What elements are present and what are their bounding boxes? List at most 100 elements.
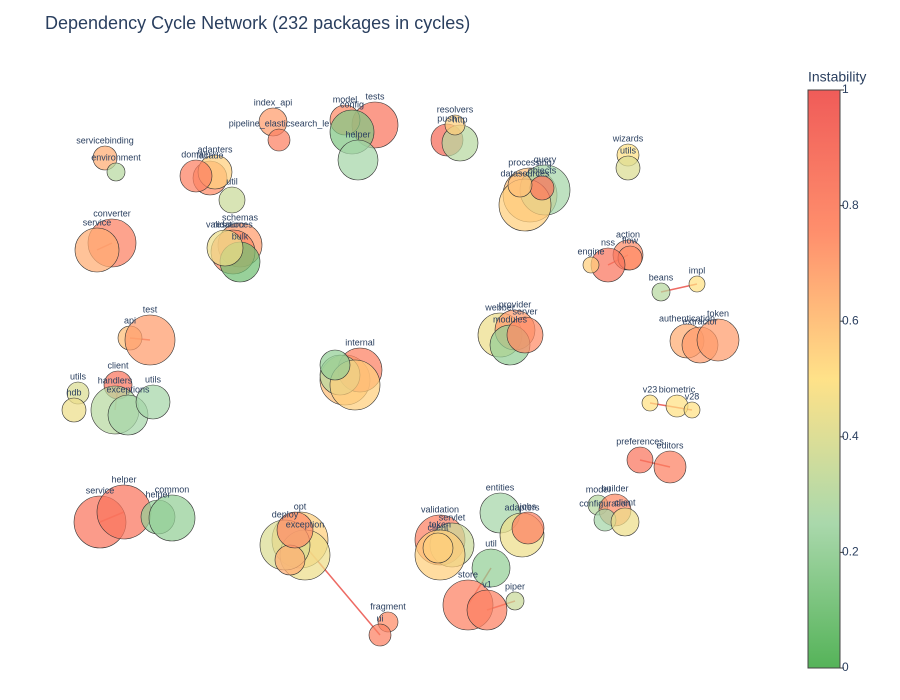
node-label: nss xyxy=(601,237,616,247)
colorbar-tick-label: 0 xyxy=(842,660,849,674)
node-label: domain xyxy=(181,149,211,159)
node-label: provider xyxy=(499,299,532,309)
node-label: entities xyxy=(486,482,515,492)
colorbar-tick-label: 0.2 xyxy=(842,545,859,559)
colorbar xyxy=(807,89,841,669)
node-label: validation xyxy=(206,219,244,229)
node xyxy=(106,162,126,182)
node-label: exceptions xyxy=(106,384,150,394)
node-label: bulk xyxy=(232,231,249,241)
node-label: resources xyxy=(213,219,253,229)
node xyxy=(444,114,466,136)
colorbar-tick-label: 1 xyxy=(842,82,849,96)
node-label: adapters xyxy=(197,144,233,154)
node xyxy=(179,159,213,193)
nodes xyxy=(61,101,740,647)
node-label: adapters xyxy=(504,502,540,512)
node-label: hdb xyxy=(66,387,81,397)
node xyxy=(688,275,706,293)
node xyxy=(274,544,306,576)
node xyxy=(615,155,641,181)
node-label: client xyxy=(107,360,129,370)
node xyxy=(511,511,545,545)
node-label: ui xyxy=(376,613,383,623)
node-label: editors xyxy=(656,440,684,450)
colorbar-axis: 0 0.2 0.4 0.6 0.8 1 xyxy=(840,82,859,674)
node-label: impl xyxy=(689,265,706,275)
node xyxy=(610,507,640,537)
node xyxy=(267,128,291,152)
node-label: service xyxy=(83,217,112,227)
colorbar-tick-label: 0.8 xyxy=(842,198,859,212)
node-label: internal xyxy=(345,337,375,347)
node xyxy=(206,229,244,267)
node-label: objects xyxy=(528,165,557,175)
node-label: exception xyxy=(286,519,325,529)
node xyxy=(319,349,351,381)
node xyxy=(276,511,314,549)
node-label: v1 xyxy=(482,579,492,589)
node-label: tests xyxy=(365,91,385,101)
node-label: schemas xyxy=(222,212,259,222)
node xyxy=(368,623,392,647)
node-label: webber xyxy=(484,302,515,312)
node-label: servicebinding xyxy=(76,135,134,145)
node xyxy=(582,256,600,274)
node xyxy=(92,145,118,171)
node-label: configuration xyxy=(579,498,631,508)
colorbar-title: Instability xyxy=(808,69,866,85)
node-label: helper xyxy=(145,489,170,499)
node-label: pipeline_elasticsearch_le xyxy=(229,118,330,128)
node-label: processing xyxy=(508,157,552,167)
node xyxy=(74,227,120,273)
node xyxy=(641,394,659,412)
node-label: model xyxy=(333,94,358,104)
node-label: utils xyxy=(70,371,87,381)
node-label: biometric xyxy=(659,384,696,394)
node-label: util xyxy=(226,176,238,186)
node-label: push xyxy=(437,113,457,123)
node-label: index_api xyxy=(254,97,293,107)
node-label: utils xyxy=(620,145,637,155)
node-label: query xyxy=(534,154,557,164)
node-label: helper xyxy=(345,129,370,139)
node-label: authentication xyxy=(659,313,715,323)
node xyxy=(683,401,701,419)
node xyxy=(696,318,740,362)
node-label: wizards xyxy=(612,133,644,143)
node xyxy=(506,316,544,354)
node xyxy=(626,446,654,474)
node xyxy=(507,172,533,198)
node-label: opt xyxy=(294,501,307,511)
node-label: modules xyxy=(493,314,528,324)
node-label: v23 xyxy=(643,384,658,394)
node-label: jobs xyxy=(519,501,537,511)
node-label: server xyxy=(512,306,537,316)
node xyxy=(471,548,511,588)
node-label: client xyxy=(614,497,636,507)
colorbar-tick-label: 0.4 xyxy=(842,429,859,443)
edges xyxy=(96,242,698,636)
node-label: store xyxy=(458,569,478,579)
node-labels: servicebindingenvironmentconverterservic… xyxy=(66,91,729,623)
node-label: config xyxy=(340,99,364,109)
node-label: deploy xyxy=(272,509,299,519)
node xyxy=(422,532,454,564)
node xyxy=(529,175,555,201)
node-label: client xyxy=(427,522,449,532)
node-label: token xyxy=(429,519,451,529)
node-label: action xyxy=(616,229,640,239)
node-label: utils xyxy=(145,374,162,384)
node-label: preferences xyxy=(616,436,664,446)
node xyxy=(505,591,525,611)
node-label: model xyxy=(586,484,611,494)
node-label: test xyxy=(143,304,158,314)
node-label: extractor xyxy=(682,316,717,326)
node-label: v28 xyxy=(685,391,700,401)
node-label: builder xyxy=(601,483,628,493)
node-label: util xyxy=(485,538,497,548)
node xyxy=(653,450,687,484)
node-label: handlers xyxy=(98,375,133,385)
node-label: fragment xyxy=(370,601,406,611)
